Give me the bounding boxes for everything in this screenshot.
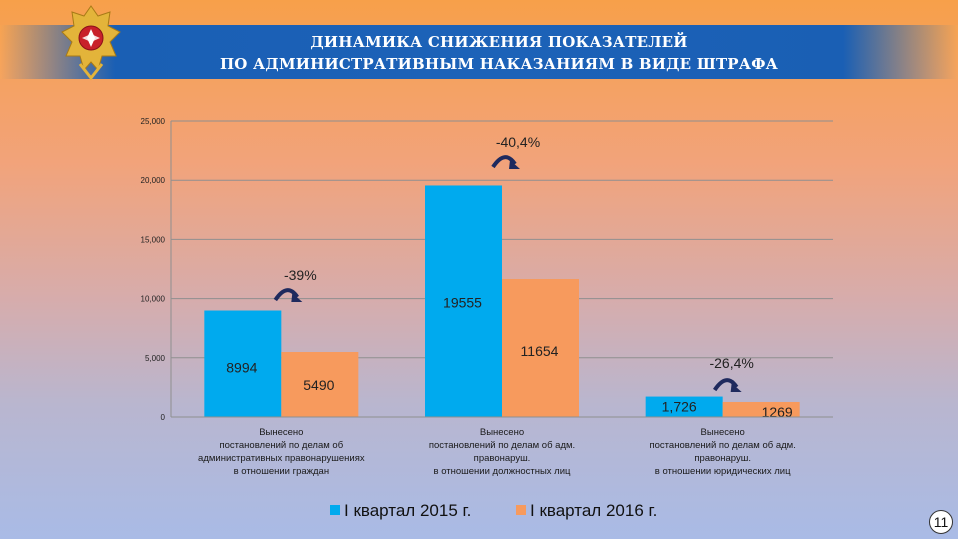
y-tick-label: 15,000 (141, 235, 166, 244)
y-tick-label: 10,000 (141, 295, 166, 304)
y-tick-label: 25,000 (141, 117, 166, 126)
category-label: административных правонарушениях (198, 453, 365, 464)
curved-arrow-icon (713, 378, 739, 392)
data-label: 19555 (443, 294, 482, 310)
emchs-emblem-icon (61, 5, 121, 81)
arrow-head-icon (730, 383, 742, 392)
category-label: в отношении должностных лиц (434, 466, 572, 477)
curved-arrow-icon (273, 288, 299, 302)
category-label: постановлений по делам об (219, 440, 343, 451)
change-annotation: -40,4% (496, 134, 540, 150)
bar-2015 (204, 310, 282, 417)
category-label: Вынесено (480, 427, 524, 438)
bar-2015 (645, 396, 723, 417)
data-label: 5490 (303, 377, 334, 393)
bar-2016 (722, 401, 800, 417)
category-label: в отношении юридических лиц (655, 466, 791, 477)
category-label: Вынесено (259, 427, 303, 438)
legend-label-2016: I квартал 2016 г. (530, 501, 658, 520)
category-label: постановлений по делам об адм. (650, 440, 796, 451)
curved-arrow-icon (491, 155, 517, 169)
page-number: 11 (929, 510, 953, 534)
category-label: правонаруш. (694, 453, 751, 464)
category-label: Вынесено (701, 427, 745, 438)
header-band (0, 25, 958, 79)
title-line-2: ПО АДМИНИСТРАТИВНЫМ НАКАЗАНИЯМ В ВИДЕ ШТ… (219, 55, 779, 73)
y-tick-label: 5,000 (145, 354, 166, 363)
data-label: 1269 (762, 404, 793, 420)
y-tick-label: 0 (161, 413, 166, 422)
bar-2016 (502, 279, 579, 417)
legend-item-2016: I квартал 2016 г. (516, 501, 657, 521)
category-label: правонаруш. (474, 453, 531, 464)
legend-swatch-2016 (516, 505, 526, 515)
bar-2016 (281, 351, 359, 417)
legend-item-2015: I квартал 2015 г. (330, 501, 471, 521)
chart-legend: I квартал 2015 г. I квартал 2016 г. (0, 501, 958, 525)
change-annotation: -39% (284, 267, 317, 283)
data-label: 11654 (521, 343, 559, 359)
category-label: постановлений по делам об адм. (429, 440, 575, 451)
legend-swatch-2015 (330, 505, 340, 515)
arrow-head-icon (509, 160, 520, 169)
category-label: в отношении граждан (234, 466, 330, 477)
data-label: 8994 (226, 360, 257, 376)
y-tick-label: 20,000 (141, 176, 166, 185)
title-line-1: ДИНАМИКА СНИЖЕНИЯ ПОКАЗАТЕЛЕЙ (310, 33, 688, 51)
legend-label-2015: I квартал 2015 г. (344, 501, 472, 520)
data-label: 1,726 (662, 399, 697, 415)
bar-2015 (425, 185, 502, 417)
arrow-head-icon (291, 293, 303, 302)
change-annotation: -26,4% (709, 355, 753, 371)
